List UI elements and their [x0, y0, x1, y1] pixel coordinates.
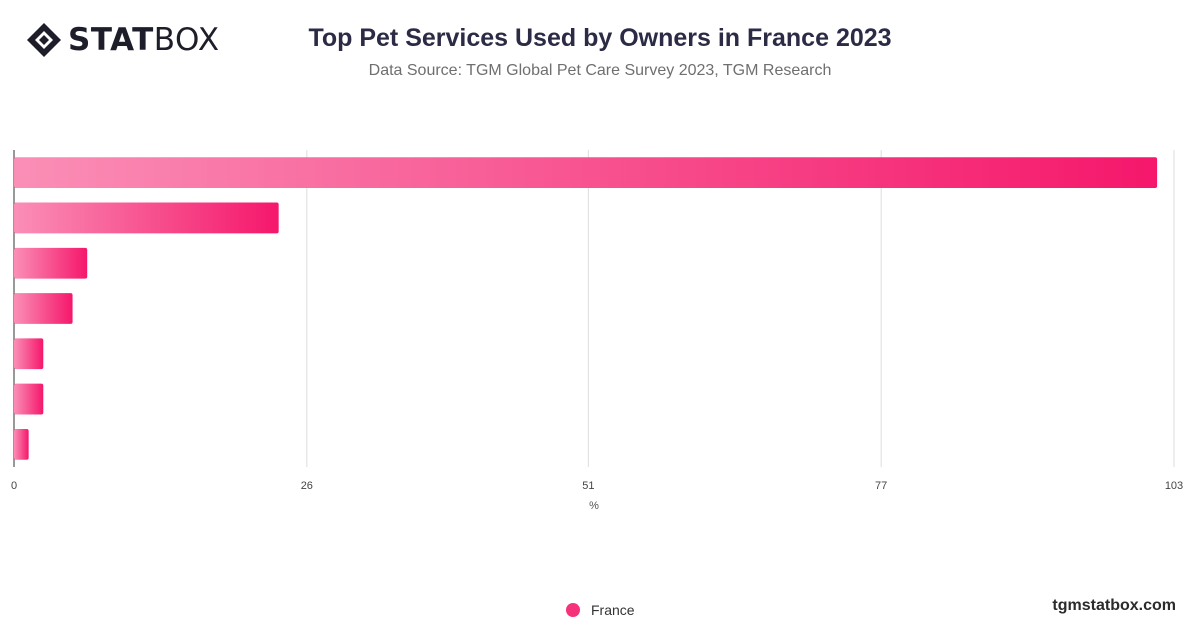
logo-wordmark: STATBOX [68, 22, 220, 58]
chart-subtitle: Data Source: TGM Global Pet Care Survey … [368, 62, 832, 79]
bar[interactable] [14, 293, 73, 324]
legend-marker-france [566, 603, 580, 617]
x-tick-label: 0 [11, 480, 17, 492]
bar[interactable] [14, 247, 88, 279]
bar[interactable] [14, 157, 1158, 189]
x-tick-label: 26 [301, 480, 313, 492]
footer-site: tgmstatbox.com [1052, 597, 1176, 614]
bar[interactable] [14, 202, 279, 234]
x-tick-label: 77 [875, 480, 887, 492]
legend[interactable]: France [566, 602, 635, 618]
x-axis-label: % [589, 500, 599, 512]
bar[interactable] [14, 383, 44, 415]
legend-label-france: France [591, 602, 635, 618]
chart-title: Top Pet Services Used by Owners in Franc… [308, 24, 892, 52]
statbox-logo: STATBOX [26, 22, 220, 58]
bar[interactable] [14, 428, 29, 460]
logo-light-text: BOX [153, 22, 220, 58]
bar[interactable] [14, 338, 44, 370]
x-tick-label: 51 [582, 480, 594, 492]
x-tick-label: 103 [1165, 480, 1183, 492]
bar-chart: 0 26 51 77 103 % [11, 150, 1183, 512]
logo-bold-text: STAT [68, 22, 154, 58]
statbox-diamond-icon [27, 23, 61, 57]
